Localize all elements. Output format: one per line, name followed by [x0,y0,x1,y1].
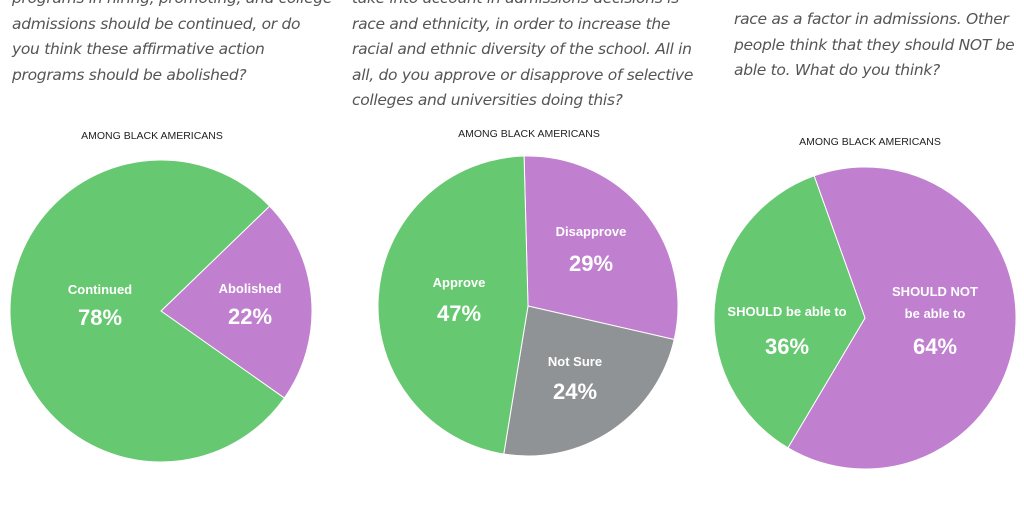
question-line: programs should be abolished? [12,65,247,84]
slice-label: Disapprove [556,224,627,239]
slice-value-label: 36% [765,334,809,359]
question-text-2: take into account in admissions decision… [352,0,693,114]
question-line: colleges and universities doing this? [352,91,623,109]
question-line: take into account in admissions decision… [352,0,693,12]
question-line: admissions should be continued, or do [12,14,301,33]
pie-slice-not-sure [503,305,675,457]
question-text-3: race as a factor in admissions. Other pe… [734,7,1015,84]
question-line: race as a factor in admissions. Other [734,10,1009,28]
question-line: you think these affirmative action [12,40,265,58]
question-text-1: programs in hiring, promoting, and colle… [12,0,332,88]
slice-label: SHOULD be able to [727,304,846,319]
slice-label: Approve [433,275,486,290]
pie-slice-abolished [160,205,313,399]
pie-slice-should-be-able-to [713,175,866,449]
question-line: programs in hiring, promoting, and colle… [12,0,332,12]
pie-subtitle-3: AMONG BLACK AMERICANS [799,136,941,148]
pie-subtitle-1: AMONG BLACK AMERICANS [81,130,223,142]
slice-label: Not Sure [548,354,602,369]
pie-slice-continued [9,159,286,463]
pie-slice-disapprove [523,155,679,341]
slice-value-label: 64% [913,334,957,359]
question-line: all, do you approve or disapprove of sel… [352,65,694,84]
pie-subtitle-2: AMONG BLACK AMERICANS [458,128,600,140]
slice-value-label: 29% [569,251,613,276]
slice-value-label: 24% [553,379,597,404]
slice-value-label: 22% [228,304,272,329]
question-line: race and ethnicity, in order to increase… [352,14,671,33]
slice-label: be able to [905,306,966,321]
slice-value-label: 78% [78,305,122,330]
slice-label: Abolished [219,281,282,296]
slice-value-label: 47% [437,301,481,326]
question-line: able to. What do you think? [734,61,940,79]
pie-slice-should-not-be-able-to [787,166,1017,470]
slice-label: Continued [68,282,132,297]
question-line: racial and ethnic diversity of the schoo… [352,40,692,58]
pie-slice-approve [377,155,529,455]
slice-label: SHOULD NOT [892,284,978,299]
question-line: people think that they should NOT be [734,35,1015,54]
